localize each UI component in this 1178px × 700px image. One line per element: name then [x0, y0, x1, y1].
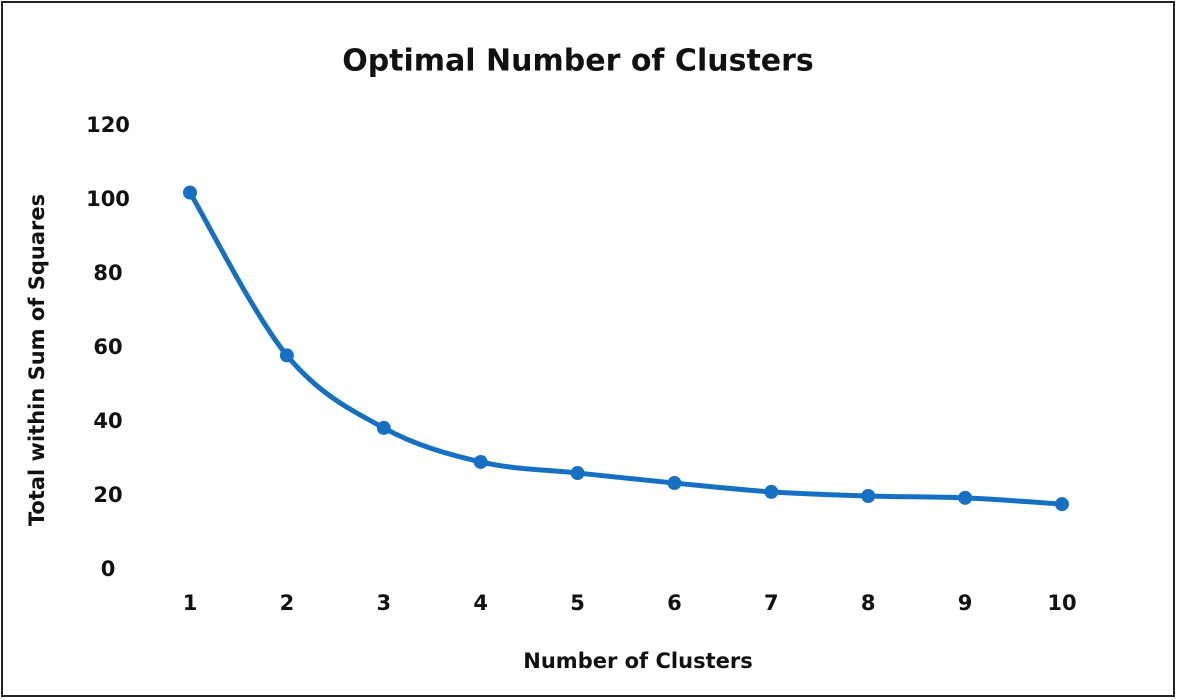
x-tick-label: 6 [667, 591, 682, 615]
x-tick-label: 1 [183, 591, 198, 615]
data-point [1055, 497, 1069, 512]
data-point [861, 489, 876, 503]
data-point [183, 185, 197, 200]
y-tick-label: 120 [86, 113, 130, 137]
x-tick-label: 2 [280, 591, 295, 615]
y-tick-label: 40 [93, 409, 122, 433]
x-tick-label: 10 [1047, 591, 1076, 615]
x-tick-label: 9 [958, 591, 973, 615]
data-point [764, 484, 779, 499]
data-point [958, 490, 973, 505]
y-tick-label: 80 [93, 261, 122, 285]
data-point [667, 476, 682, 491]
data-point [570, 466, 585, 481]
data-point [279, 348, 294, 363]
data-point [376, 420, 391, 435]
series-line [187, 190, 1065, 507]
chart-title: Optimal Number of Clusters [342, 44, 814, 79]
x-tick-label: 5 [570, 591, 585, 615]
y-axis-label: Total within Sum of Squares [25, 194, 49, 526]
x-tick-label: 7 [764, 591, 779, 615]
x-tick-label: 4 [473, 591, 488, 615]
x-tick-label: 8 [861, 591, 876, 615]
y-tick-label: 20 [93, 483, 122, 507]
y-tick-label: 0 [101, 557, 116, 581]
data-point [473, 454, 488, 469]
x-tick-label: 3 [376, 591, 391, 615]
x-axis-label: Number of Clusters [523, 649, 752, 673]
y-tick-label: 60 [93, 335, 122, 359]
y-tick-label: 100 [86, 187, 130, 211]
